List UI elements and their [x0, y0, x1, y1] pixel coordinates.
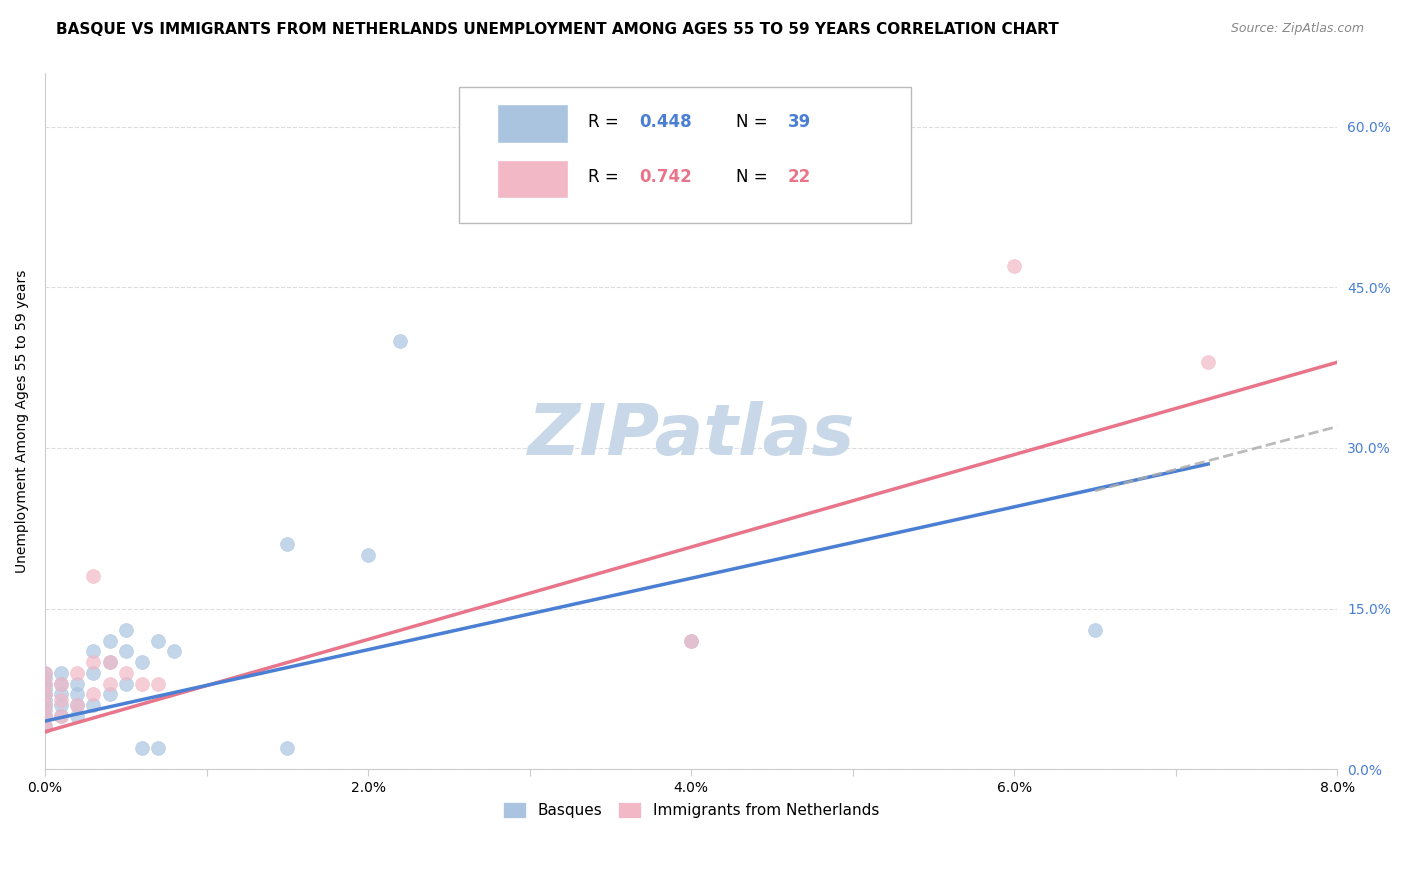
Point — [98, 676, 121, 690]
Point — [66, 676, 89, 690]
FancyBboxPatch shape — [498, 160, 568, 198]
Text: 0.742: 0.742 — [640, 169, 692, 186]
Point — [49, 676, 72, 690]
Point — [66, 708, 89, 723]
Point — [34, 719, 56, 733]
Point — [131, 655, 153, 669]
Point — [34, 687, 56, 701]
FancyBboxPatch shape — [498, 104, 568, 143]
Point — [82, 698, 104, 712]
Point — [1002, 259, 1025, 273]
Point — [98, 655, 121, 669]
Point — [82, 644, 104, 658]
Text: ZIPatlas: ZIPatlas — [527, 401, 855, 469]
Point — [82, 687, 104, 701]
Point — [98, 687, 121, 701]
Point — [49, 676, 72, 690]
Point — [49, 692, 72, 706]
Point — [34, 671, 56, 685]
Point — [34, 719, 56, 733]
Point — [114, 623, 136, 637]
Point — [34, 692, 56, 706]
Point — [146, 633, 169, 648]
Point — [146, 676, 169, 690]
Text: 39: 39 — [789, 112, 811, 131]
Text: N =: N = — [737, 169, 773, 186]
Point — [34, 665, 56, 680]
Point — [66, 665, 89, 680]
Y-axis label: Unemployment Among Ages 55 to 59 years: Unemployment Among Ages 55 to 59 years — [15, 269, 30, 573]
Point — [34, 703, 56, 717]
Point — [163, 644, 186, 658]
Text: R =: R = — [588, 112, 624, 131]
Point — [1084, 623, 1107, 637]
Point — [34, 665, 56, 680]
Text: N =: N = — [737, 112, 773, 131]
Point — [34, 708, 56, 723]
Point — [49, 687, 72, 701]
Point — [49, 708, 72, 723]
Point — [98, 655, 121, 669]
Legend: Basques, Immigrants from Netherlands: Basques, Immigrants from Netherlands — [496, 797, 886, 824]
Text: R =: R = — [588, 169, 624, 186]
Point — [389, 334, 412, 348]
Point — [34, 698, 56, 712]
Point — [357, 548, 380, 562]
Point — [82, 665, 104, 680]
Point — [34, 676, 56, 690]
Point — [681, 633, 703, 648]
Point — [681, 633, 703, 648]
Point — [114, 665, 136, 680]
Point — [1197, 355, 1219, 369]
Point — [34, 698, 56, 712]
Point — [82, 655, 104, 669]
Text: BASQUE VS IMMIGRANTS FROM NETHERLANDS UNEMPLOYMENT AMONG AGES 55 TO 59 YEARS COR: BASQUE VS IMMIGRANTS FROM NETHERLANDS UN… — [56, 22, 1059, 37]
Text: Source: ZipAtlas.com: Source: ZipAtlas.com — [1230, 22, 1364, 36]
Point — [276, 537, 298, 551]
Point — [34, 708, 56, 723]
Point — [49, 708, 72, 723]
Point — [131, 740, 153, 755]
Text: 22: 22 — [789, 169, 811, 186]
Point — [276, 740, 298, 755]
Point — [114, 644, 136, 658]
Point — [66, 698, 89, 712]
Point — [146, 740, 169, 755]
Point — [34, 687, 56, 701]
Point — [98, 633, 121, 648]
Point — [49, 665, 72, 680]
Point — [34, 681, 56, 696]
FancyBboxPatch shape — [458, 87, 911, 223]
Point — [34, 676, 56, 690]
Point — [131, 676, 153, 690]
Point — [66, 698, 89, 712]
Point — [114, 676, 136, 690]
Text: 0.448: 0.448 — [640, 112, 692, 131]
Point — [82, 569, 104, 583]
Point — [66, 687, 89, 701]
Point — [49, 698, 72, 712]
